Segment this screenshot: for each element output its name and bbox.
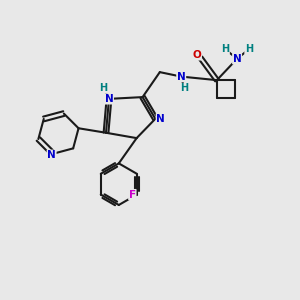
Text: N: N (233, 54, 242, 64)
Text: H: H (221, 44, 229, 54)
Text: N: N (105, 94, 113, 104)
Text: O: O (193, 50, 201, 60)
Text: H: H (245, 44, 253, 54)
Text: H: H (180, 83, 188, 94)
Text: N: N (156, 114, 165, 124)
Text: N: N (177, 72, 186, 82)
Text: F: F (129, 190, 136, 200)
Text: N: N (47, 150, 56, 160)
Text: H: H (99, 82, 107, 93)
